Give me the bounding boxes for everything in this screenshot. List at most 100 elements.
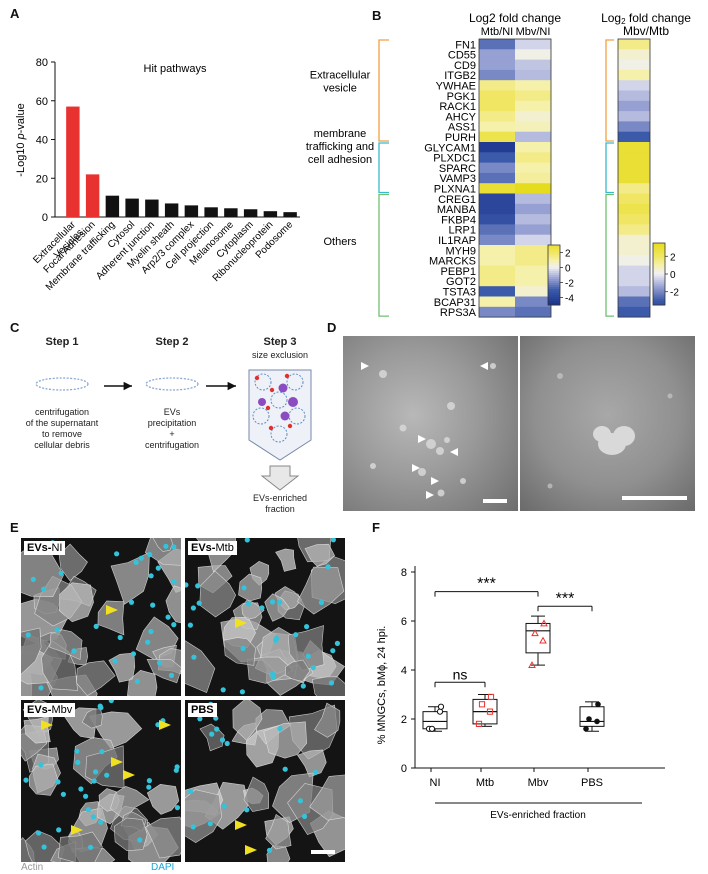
nucleus-dot xyxy=(305,653,311,659)
heatmap-b-cell xyxy=(479,265,515,277)
nucleus-dot xyxy=(318,599,324,606)
heatmap-b-cell-mbv-mtb xyxy=(618,245,650,256)
chart-f-point xyxy=(486,708,494,715)
image-label-evs-mtb: EVs-Mtb xyxy=(188,541,237,555)
nucleus-dot xyxy=(220,687,226,693)
nucleus-dot xyxy=(313,769,319,775)
nucleus-dot xyxy=(282,766,288,772)
nucleus-dot xyxy=(165,614,171,620)
nucleus-dot xyxy=(128,599,135,605)
nucleus-dot xyxy=(55,779,61,785)
chart-f-y-tick-label: 8 xyxy=(401,567,407,579)
heatmap-b-cell xyxy=(479,224,515,236)
heatmap-b-gene-label: PLXDC1 xyxy=(433,153,476,165)
nucleus-dot xyxy=(147,551,153,558)
nucleus-dot xyxy=(300,683,306,689)
heatmap-b-gene-label: FKBP4 xyxy=(441,214,476,226)
scale-bar xyxy=(622,496,687,500)
schematic-c xyxy=(35,369,312,491)
heatmap-b-cell xyxy=(515,49,551,60)
chart-a-bar xyxy=(145,199,159,217)
chart-a-bar xyxy=(164,203,179,217)
nucleus-dot xyxy=(224,740,230,747)
nucleus-dot xyxy=(301,813,308,819)
nucleus-dot xyxy=(245,601,252,607)
chart-a-y-tick-label: 40 xyxy=(36,135,48,147)
panel-label-d: D xyxy=(327,320,337,335)
chart-f-x-tick-labels: NI Mtb Mbv PBS xyxy=(430,777,604,789)
nucleus-dot xyxy=(277,599,283,605)
nucleus-dot xyxy=(259,605,265,611)
heatmap-b-cell xyxy=(479,100,515,112)
heatmap-b-cell xyxy=(479,172,515,184)
heatmap-b-gene-label: VAMP3 xyxy=(440,173,476,185)
step1-description: centrifugation of the supernatant to rem… xyxy=(25,407,99,450)
nucleus-dot xyxy=(219,737,226,743)
colorbar-tick-label: 2 xyxy=(670,252,676,263)
heatmap-b-cell xyxy=(479,245,515,256)
heatmap-b-cell xyxy=(515,162,551,174)
chart-f-significance: *** *** ns xyxy=(434,576,593,688)
nucleus-dot xyxy=(297,798,303,804)
step3-title: Step 3 xyxy=(263,336,297,348)
mngc-arrowhead-icon xyxy=(159,720,171,730)
heatmap-b-cell xyxy=(479,111,515,122)
mngc-arrowhead-icon xyxy=(41,720,53,730)
chart-a-bar xyxy=(85,174,100,217)
chart-a-bar xyxy=(105,195,120,217)
heatmap-b-cell-mbv-mtb xyxy=(618,111,650,122)
nucleus-dot xyxy=(163,543,169,549)
heatmap-b-cell-mbv-mtb xyxy=(618,265,650,277)
scale-bar xyxy=(311,850,335,854)
mngc-arrowhead-icon xyxy=(111,757,123,767)
heatmap-b-cell-mbv-mtb xyxy=(618,275,650,287)
heatmap-b-cell xyxy=(515,224,551,236)
heatmap-b-cell-mbv-mtb xyxy=(618,183,650,194)
heatmap-b-group-label: Extracellular xyxy=(310,70,371,82)
nucleus-dot xyxy=(60,791,66,797)
heatmap-b-cell xyxy=(515,255,551,266)
vesicle-cluster xyxy=(593,426,635,455)
heatmap-b-group-label: vesicle xyxy=(323,83,357,95)
chart-a-bar xyxy=(224,208,238,217)
heatmap-b-cell xyxy=(479,90,515,102)
heatmap-b-cell xyxy=(515,245,551,256)
nucleus-dot xyxy=(93,769,99,775)
heatmap-b-gene-label: GLYCAM1 xyxy=(424,142,476,154)
mngc-arrowhead-icon xyxy=(106,605,118,615)
chart-f-significance-label: *** xyxy=(477,576,496,593)
heatmap-b-cell xyxy=(515,121,551,133)
heatmap-b-cell-mbv-mtb xyxy=(618,296,650,308)
panel-label-b: B xyxy=(372,8,382,23)
nucleus-dot xyxy=(130,651,136,657)
output-description: EVs-enriched fraction xyxy=(252,493,308,514)
nucleus-dot xyxy=(98,705,104,711)
nucleus-dot xyxy=(83,793,89,799)
nucleus-dot xyxy=(98,819,104,825)
heatmap-b-group-bracket-2 xyxy=(605,39,614,142)
nucleus-dot xyxy=(85,807,91,813)
heatmap-b-cell xyxy=(479,69,515,81)
chart-f-point xyxy=(487,693,495,701)
heatmap-b-gene-label: GOT2 xyxy=(446,276,476,288)
nucleus-dot xyxy=(157,660,163,666)
heatmap-b-cell xyxy=(479,234,515,246)
heatmap-b-cell-mbv-mtb xyxy=(618,59,650,71)
scale-bar xyxy=(483,499,507,503)
heatmap-b-cell xyxy=(479,59,515,71)
nucleus-dot xyxy=(75,759,81,765)
heatmap-b-cell-mbv-mtb xyxy=(618,162,650,174)
heatmap-b-gene-label: ITGB2 xyxy=(444,70,476,82)
heatmap-b-group-label: membrane xyxy=(314,128,367,140)
heatmap-b-group-bracket xyxy=(378,142,389,194)
chart-f-y-tick-label: 2 xyxy=(401,714,407,726)
chart-f-point xyxy=(594,718,600,725)
nucleus-dot xyxy=(195,583,201,589)
nucleus-dot xyxy=(114,551,120,557)
nucleus-dot xyxy=(266,847,273,853)
heatmap-b-group-label: trafficking and xyxy=(306,141,374,153)
nucleus-dot xyxy=(93,623,99,629)
heatmap-b-gene-label: AHCY xyxy=(445,111,476,123)
heatmap-b-cell xyxy=(515,131,551,143)
nucleus-dot xyxy=(269,599,276,605)
